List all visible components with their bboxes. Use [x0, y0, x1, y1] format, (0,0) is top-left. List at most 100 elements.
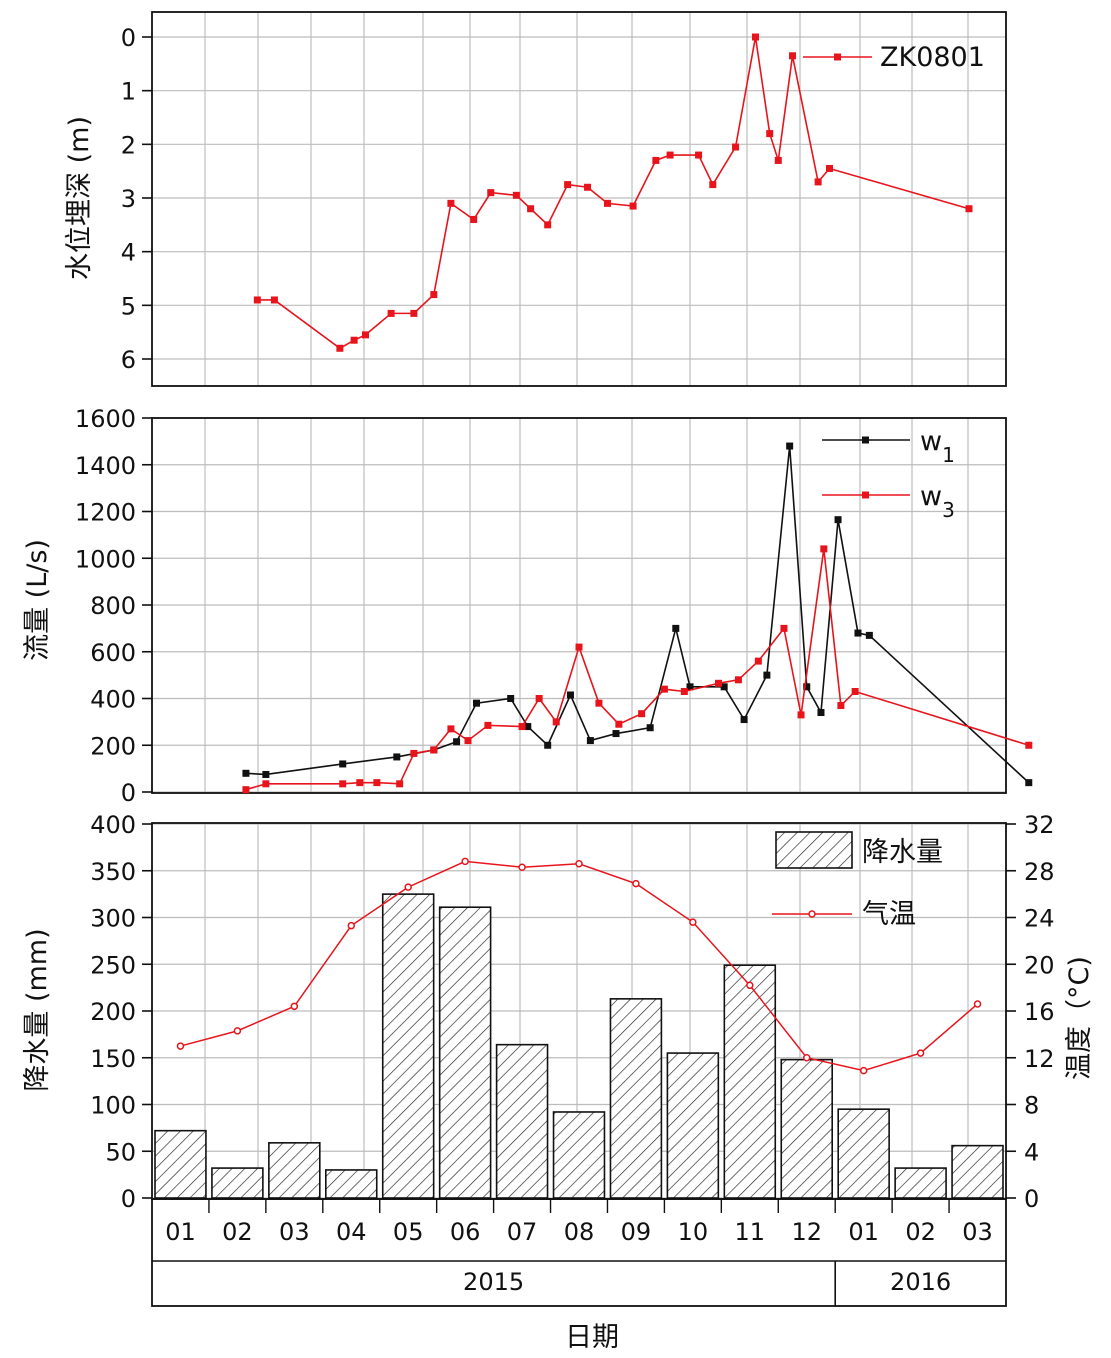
data-point-zk0801: [512, 191, 520, 199]
data-point-zk0801: [709, 181, 717, 189]
month-label: 12: [791, 1218, 822, 1246]
plot-frame: [151, 11, 1007, 387]
y-tick-label: 350: [90, 858, 136, 886]
data-point-zk0801: [629, 202, 637, 210]
data-point-zk0801: [470, 215, 478, 223]
month-labels: 01 02 03 04 05 06 07 08 09 10 11 12 01 02 03: [165, 1218, 993, 1246]
data-point-w3: [464, 737, 472, 745]
legend-marker-w1: [862, 436, 869, 444]
data-point-w3: [356, 779, 364, 787]
temperature-point: [575, 859, 583, 868]
data-point-w3: [780, 624, 788, 632]
data-point-w3: [615, 720, 623, 728]
y-axis-label: 水位埋深 (m): [64, 116, 95, 280]
data-point-w1: [612, 730, 620, 738]
y-tick-label: 100: [90, 1092, 136, 1120]
series-line-w1: [245, 445, 1030, 784]
temperature-point: [632, 879, 640, 888]
temperature-point: [233, 1027, 242, 1035]
y2-tick-label: 4: [1024, 1138, 1039, 1166]
data-point-zk0801: [965, 205, 973, 213]
date-axis: 01 02 03 04 05 06 07 08 09 10 11 12 01 02 03 2015 2016 …: [151, 1198, 1007, 1353]
data-point-w1: [786, 442, 794, 450]
data-point-w1: [646, 724, 654, 732]
data-point-w1: [453, 738, 461, 746]
temperature-point: [973, 1000, 982, 1008]
y-tick-label: 600: [90, 639, 136, 667]
precip-bar: [154, 1129, 207, 1199]
data-point-w3: [242, 786, 250, 794]
year-labels: 2015 2016: [463, 1268, 951, 1296]
precip-bar: [666, 1052, 720, 1199]
data-point-w3: [430, 746, 438, 754]
legend-marker-zk0801: [834, 53, 841, 61]
data-point-zk0801: [666, 151, 674, 159]
precip-bar: [211, 1167, 264, 1199]
data-point-w1: [1025, 779, 1033, 787]
month-label: 09: [621, 1218, 652, 1246]
temperature-point: [518, 863, 526, 871]
precip-bar: [268, 1142, 321, 1199]
y2-tick-label: 16: [1024, 998, 1055, 1026]
y-tick-label: 1400: [75, 452, 136, 480]
data-point-w3: [851, 687, 859, 695]
data-point-zk0801: [336, 344, 344, 352]
y2-tick-label: 28: [1024, 858, 1055, 886]
data-point-w1: [242, 769, 250, 777]
data-point-w1: [763, 671, 771, 679]
year-label: 2015: [463, 1268, 524, 1296]
precip-bar: [723, 964, 777, 1199]
data-point-w1: [720, 683, 728, 691]
y2-tick-label: 20: [1024, 951, 1055, 979]
data-point-w1: [834, 516, 842, 524]
discharge-panel: 0 200 400 600 800 1000 1200 1400 1600 流量 (L/s) w1 w…: [22, 405, 1033, 807]
date-axis-frame: [151, 1198, 1007, 1307]
y-tick-label: 400: [90, 686, 136, 714]
y-tick-label: 0: [121, 24, 136, 52]
data-point-w1: [262, 770, 270, 778]
temperature-line: [180, 860, 979, 1072]
data-point-zk0801: [774, 156, 782, 164]
data-point-w3: [262, 780, 270, 788]
data-point-zk0801: [527, 205, 535, 213]
month-label: 06: [450, 1218, 481, 1246]
data-point-w1: [865, 631, 873, 639]
y2-tick-label: 12: [1024, 1045, 1055, 1073]
legend-label-precip: 降水量: [862, 837, 943, 868]
temperature-point: [916, 1049, 925, 1057]
temperature-point: [802, 1054, 811, 1062]
data-point-w3: [575, 643, 583, 651]
y2-tick-label: 0: [1024, 1185, 1039, 1213]
precip-bar: [894, 1167, 947, 1199]
data-point-zk0801: [410, 309, 418, 317]
precip-bar: [324, 1169, 378, 1199]
data-point-w3: [837, 702, 845, 710]
data-point-w1: [740, 716, 748, 724]
water-level-panel: 0 1 2 3 4 5 6 水位埋深 (m) ZK0801: [64, 11, 1007, 387]
data-point-w1: [686, 683, 694, 691]
month-label: 08: [564, 1218, 595, 1246]
data-point-w1: [507, 695, 515, 702]
data-point-zk0801: [253, 296, 261, 304]
y-tick-label: 1000: [75, 545, 136, 573]
data-point-zk0801: [564, 181, 572, 189]
data-point-zk0801: [584, 183, 592, 191]
month-label: 01: [165, 1218, 196, 1246]
y-tick-label: 800: [90, 592, 136, 620]
y-axis-label: 流量 (L/s): [22, 539, 53, 661]
data-point-w3: [552, 718, 560, 726]
data-point-zk0801: [826, 164, 834, 172]
data-point-zk0801: [487, 189, 495, 197]
month-label: 11: [735, 1218, 766, 1246]
month-label: 03: [962, 1218, 993, 1246]
month-label: 04: [336, 1218, 367, 1246]
data-point-zk0801: [732, 143, 740, 151]
data-point-w3: [638, 710, 646, 718]
data-point-w3: [339, 780, 347, 788]
precip-bar: [438, 906, 492, 1199]
data-point-w3: [595, 699, 603, 707]
y2-tick-label: 24: [1024, 905, 1055, 933]
data-point-w3: [1025, 741, 1033, 749]
y-tick-label: 1200: [75, 499, 136, 527]
